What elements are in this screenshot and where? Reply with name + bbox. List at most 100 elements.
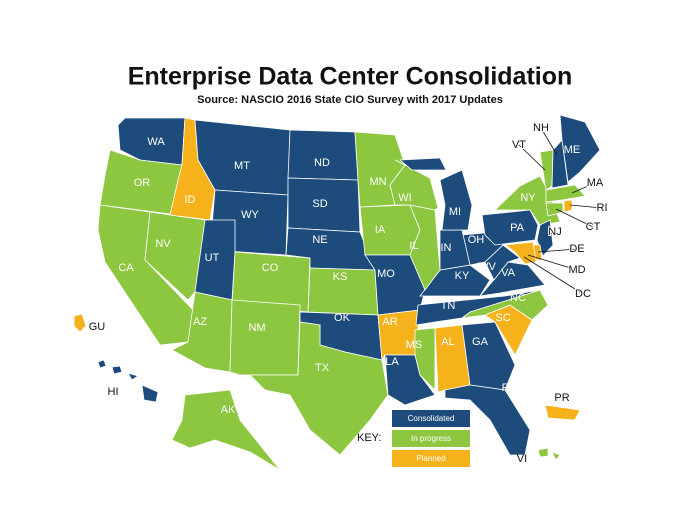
- state-label: WY: [241, 209, 259, 221]
- state: [461, 321, 516, 391]
- leader-line: [569, 204, 603, 209]
- state-label: PA: [510, 222, 525, 234]
- state-label: MO: [377, 268, 395, 280]
- state: [563, 199, 573, 213]
- state-label: TX: [315, 362, 330, 374]
- state-label: NM: [248, 322, 265, 334]
- leader-line: [571, 182, 596, 194]
- state-label: MI: [449, 206, 461, 218]
- state-label: SC: [495, 312, 510, 324]
- state-label: ID: [185, 194, 196, 206]
- state-label: MA: [587, 177, 604, 189]
- state: [537, 447, 561, 461]
- state-label: KY: [455, 270, 470, 282]
- state: [144, 211, 206, 301]
- state-label: MS: [406, 339, 423, 351]
- state-label: AK: [221, 404, 236, 416]
- state-label: OH: [468, 234, 485, 246]
- state: [544, 404, 581, 421]
- state: [415, 289, 541, 326]
- state-label: AL: [441, 336, 454, 348]
- state-label: GU: [89, 321, 106, 333]
- state-label: CT: [586, 221, 601, 233]
- key-label: KEY:: [357, 432, 381, 444]
- state-label: IL: [409, 240, 418, 252]
- state-label: MT: [234, 160, 250, 172]
- title: Enterprise Data Center Consolidation: [128, 63, 573, 91]
- state-label: DC: [575, 288, 591, 300]
- key-item-label: Planned: [416, 454, 445, 463]
- state: [389, 159, 439, 211]
- state: [478, 261, 546, 297]
- state: [287, 129, 359, 181]
- state-label: IN: [441, 242, 452, 254]
- state-label: MD: [568, 264, 585, 276]
- states: [73, 114, 601, 471]
- state-label: RI: [597, 202, 608, 214]
- state: [545, 184, 586, 203]
- state: [229, 299, 301, 376]
- leader-line: [527, 254, 578, 271]
- state-label: GA: [472, 336, 489, 348]
- leader-line: [540, 127, 558, 156]
- key-swatch: [392, 450, 470, 467]
- leader-line: [518, 144, 546, 171]
- state-label: AR: [382, 316, 397, 328]
- key-swatch: [392, 410, 470, 427]
- state: [559, 114, 601, 183]
- state-label: UT: [205, 252, 220, 264]
- state-label: NE: [312, 234, 327, 246]
- leader-line: [523, 256, 584, 295]
- state: [414, 327, 436, 391]
- state-label: HI: [108, 386, 119, 398]
- leader-line: [546, 231, 556, 236]
- state-label: TN: [441, 300, 456, 312]
- state-label: IA: [375, 224, 386, 236]
- state-label: NJ: [548, 226, 561, 238]
- state-label: KS: [333, 271, 348, 283]
- state-label: VI: [517, 453, 527, 465]
- state-label: OK: [334, 312, 351, 324]
- key-swatch: [392, 430, 470, 447]
- subtitle: Source: NASCIO 2016 State CIO Survey wit…: [197, 94, 503, 106]
- state-label: WV: [478, 261, 496, 273]
- state-label: LA: [385, 356, 399, 368]
- state-label: AZ: [193, 316, 207, 328]
- state: [249, 321, 389, 456]
- state: [398, 157, 473, 231]
- state-label: SD: [312, 198, 327, 210]
- state-label: CO: [262, 262, 279, 274]
- key-item-label: In progress: [411, 434, 451, 443]
- state-label: NH: [533, 122, 549, 134]
- state-label: OR: [134, 177, 151, 189]
- key-item-label: Consolidated: [408, 414, 455, 423]
- state-label: NV: [155, 238, 171, 250]
- state-label: VT: [512, 139, 526, 151]
- state: [460, 289, 549, 321]
- state-labels: WA OR CA NV ID MT WY UT CO AZ NM ND SD NE KS OK TX MN IA MO…: [89, 121, 609, 465]
- state: [551, 139, 569, 189]
- state-label: WI: [398, 192, 411, 204]
- key: KEY: Consolidated In progress Planned: [357, 410, 470, 467]
- state-label: DE: [569, 243, 584, 255]
- leader-line: [537, 248, 578, 253]
- state-label: ND: [314, 157, 330, 169]
- state-label: ME: [564, 144, 581, 156]
- state-label: MN: [369, 176, 386, 188]
- state: [73, 313, 87, 333]
- state-label: VA: [501, 267, 516, 279]
- state-label: CA: [118, 262, 134, 274]
- state-label: NY: [520, 192, 536, 204]
- state: [171, 389, 281, 471]
- state: [545, 202, 564, 217]
- state: [536, 219, 554, 257]
- state-label: NC: [510, 292, 526, 304]
- leader-line: [555, 208, 594, 228]
- state: [97, 359, 159, 403]
- state-label: FL: [502, 382, 515, 394]
- state: [503, 241, 537, 265]
- state-label: PR: [554, 392, 569, 404]
- state: [444, 384, 531, 456]
- state-label: WA: [147, 136, 165, 148]
